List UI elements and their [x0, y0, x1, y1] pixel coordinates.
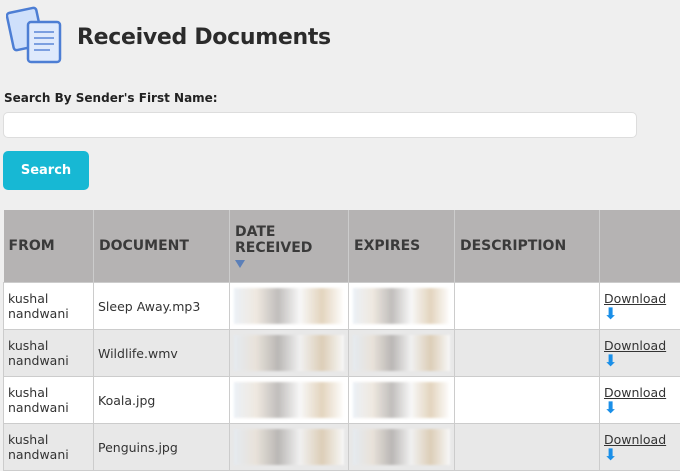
- document-cell: Wildlife.wmv: [94, 330, 230, 377]
- document-cell: Koala.jpg: [94, 377, 230, 424]
- column-from[interactable]: FROM: [4, 210, 94, 283]
- download-arrow-icon[interactable]: ⬇: [604, 353, 680, 369]
- from-cell: kushal nandwani: [4, 424, 94, 471]
- date-received-cell: [230, 424, 349, 471]
- expires-cell: [349, 330, 455, 377]
- search-button[interactable]: Search: [3, 151, 89, 190]
- column-document[interactable]: DOCUMENT: [94, 210, 230, 283]
- description-cell: [455, 424, 600, 471]
- sort-descending-icon: [235, 260, 245, 268]
- download-cell: Download⬇: [600, 330, 680, 377]
- column-description[interactable]: DESCRIPTION: [455, 210, 600, 283]
- description-cell: [455, 283, 600, 330]
- description-cell: [455, 330, 600, 377]
- redacted-date: [234, 288, 344, 324]
- documents-icon: [6, 4, 68, 66]
- table-header: FROM DOCUMENT DATE RECEIVED EXPIRES DESC…: [4, 210, 680, 283]
- redacted-date: [234, 429, 344, 465]
- table-row: kushal nandwani Wildlife.wmv Download⬇: [4, 330, 680, 377]
- table-row: kushal nandwani Penguins.jpg Download⬇: [4, 424, 680, 471]
- redacted-date: [353, 288, 450, 324]
- download-cell: Download⬇: [600, 377, 680, 424]
- date-received-cell: [230, 330, 349, 377]
- table-row: kushal nandwani Koala.jpg Download⬇: [4, 377, 680, 424]
- from-cell: kushal nandwani: [4, 377, 94, 424]
- expires-cell: [349, 283, 455, 330]
- table-row: kushal nandwani Sleep Away.mp3 Download⬇: [4, 283, 680, 330]
- column-actions: [600, 210, 680, 283]
- from-cell: kushal nandwani: [4, 283, 94, 330]
- expires-cell: [349, 424, 455, 471]
- documents-table: FROM DOCUMENT DATE RECEIVED EXPIRES DESC…: [3, 210, 680, 471]
- redacted-date: [353, 429, 450, 465]
- from-cell: kushal nandwani: [4, 330, 94, 377]
- page-title: Received Documents: [77, 25, 331, 50]
- download-cell: Download⬇: [600, 424, 680, 471]
- redacted-date: [234, 335, 344, 371]
- document-cell: Penguins.jpg: [94, 424, 230, 471]
- expires-cell: [349, 377, 455, 424]
- download-arrow-icon[interactable]: ⬇: [604, 447, 680, 463]
- document-cell: Sleep Away.mp3: [94, 283, 230, 330]
- redacted-date: [353, 335, 450, 371]
- download-cell: Download⬇: [600, 283, 680, 330]
- download-arrow-icon[interactable]: ⬇: [604, 306, 680, 322]
- download-arrow-icon[interactable]: ⬇: [604, 400, 680, 416]
- sender-first-name-input[interactable]: [3, 112, 637, 138]
- column-expires[interactable]: EXPIRES: [349, 210, 455, 283]
- date-received-cell: [230, 283, 349, 330]
- search-label: Search By Sender's First Name:: [4, 91, 218, 105]
- description-cell: [455, 377, 600, 424]
- column-date-received[interactable]: DATE RECEIVED: [230, 210, 349, 283]
- date-received-cell: [230, 377, 349, 424]
- redacted-date: [234, 382, 344, 418]
- redacted-date: [353, 382, 450, 418]
